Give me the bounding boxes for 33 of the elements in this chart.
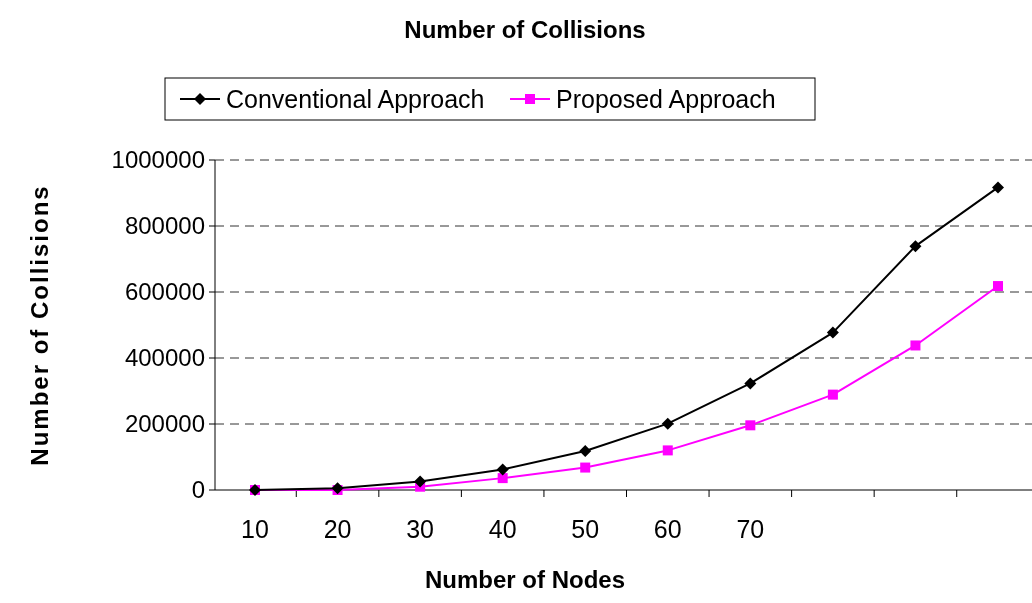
point xyxy=(579,445,592,458)
x-tick-label: 40 xyxy=(488,515,517,543)
y-tick-label: 1000000 xyxy=(111,146,205,173)
point xyxy=(909,240,922,253)
point xyxy=(826,326,839,339)
y-tick-label: 0 xyxy=(191,476,205,503)
point xyxy=(827,389,838,400)
y-tick-label: 200000 xyxy=(124,410,205,437)
point xyxy=(745,420,756,431)
x-tick-label: 20 xyxy=(323,515,352,543)
point xyxy=(496,463,509,476)
x-tick-label: 10 xyxy=(241,515,269,543)
x-tick-label: 70 xyxy=(736,515,765,543)
chart-title: Number of Collisions xyxy=(404,16,646,43)
point xyxy=(910,340,921,351)
point xyxy=(992,181,1004,194)
point xyxy=(662,445,673,456)
point xyxy=(497,473,508,484)
point xyxy=(993,281,1003,292)
x-tick-label: 50 xyxy=(571,515,600,543)
point xyxy=(661,417,674,430)
legend-label: Conventional Approach xyxy=(226,85,485,113)
x-axis-title: Number of Nodes xyxy=(424,566,626,593)
x-tick-label: 60 xyxy=(653,515,682,543)
y-axis-title: Number of Collisions xyxy=(26,184,53,466)
x-tick-label: 30 xyxy=(406,515,435,543)
legend-label: Proposed Approach xyxy=(556,85,776,113)
point xyxy=(580,462,591,473)
point xyxy=(414,475,427,488)
y-tick-label: 800000 xyxy=(124,212,205,239)
point xyxy=(744,377,757,390)
y-tick-label: 400000 xyxy=(124,344,205,371)
y-tick-label: 600000 xyxy=(124,278,205,305)
